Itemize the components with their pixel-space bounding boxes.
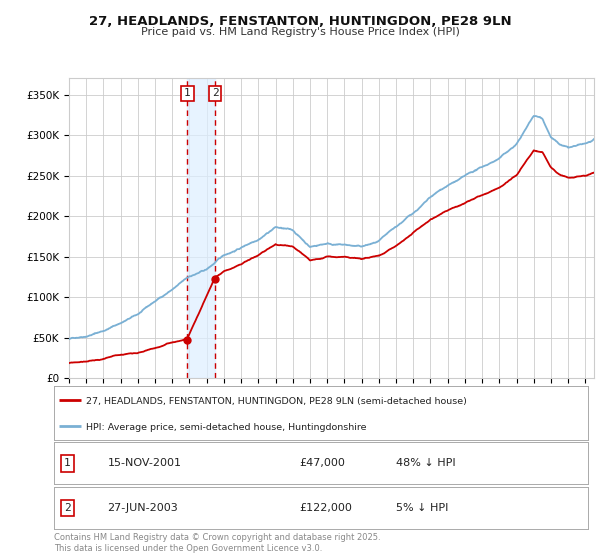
Text: 48% ↓ HPI: 48% ↓ HPI — [396, 459, 455, 468]
Text: 27, HEADLANDS, FENSTANTON, HUNTINGDON, PE28 9LN (semi-detached house): 27, HEADLANDS, FENSTANTON, HUNTINGDON, P… — [86, 397, 467, 406]
Text: 27, HEADLANDS, FENSTANTON, HUNTINGDON, PE28 9LN: 27, HEADLANDS, FENSTANTON, HUNTINGDON, P… — [89, 15, 511, 28]
Text: Price paid vs. HM Land Registry's House Price Index (HPI): Price paid vs. HM Land Registry's House … — [140, 27, 460, 38]
Text: 1: 1 — [64, 459, 71, 468]
Text: 2: 2 — [64, 503, 71, 513]
Text: 2: 2 — [212, 88, 218, 99]
Text: Contains HM Land Registry data © Crown copyright and database right 2025.
This d: Contains HM Land Registry data © Crown c… — [54, 533, 380, 553]
Text: 5% ↓ HPI: 5% ↓ HPI — [396, 503, 448, 513]
Text: £122,000: £122,000 — [299, 503, 353, 513]
Text: £47,000: £47,000 — [299, 459, 346, 468]
Text: 15-NOV-2001: 15-NOV-2001 — [107, 459, 181, 468]
Text: HPI: Average price, semi-detached house, Huntingdonshire: HPI: Average price, semi-detached house,… — [86, 423, 367, 432]
Text: 27-JUN-2003: 27-JUN-2003 — [107, 503, 178, 513]
Bar — [187, 78, 215, 378]
Text: 1: 1 — [184, 88, 191, 99]
